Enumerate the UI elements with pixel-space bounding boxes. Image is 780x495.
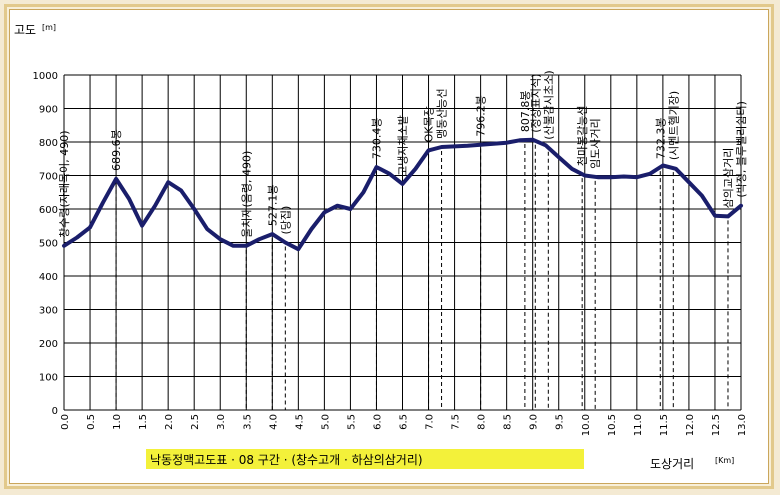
annotation-label: (시멘트헬기장) bbox=[667, 91, 680, 160]
y-axis-title: 고도 bbox=[14, 23, 36, 37]
x-tick-label: 11.5 bbox=[659, 414, 670, 436]
x-tick-label: 5.5 bbox=[346, 414, 357, 430]
chart-frame bbox=[4, 4, 774, 489]
annotation-label: 천마봉갈능선 bbox=[575, 105, 589, 166]
x-tick-label: 11.0 bbox=[633, 414, 644, 436]
annotation-label: 맹동산능선 bbox=[436, 88, 449, 139]
y-axis-unit: [m] bbox=[42, 23, 56, 32]
annotation: 796.2봉 bbox=[475, 95, 488, 410]
y-tick-label: 400 bbox=[39, 272, 58, 283]
x-tick-label: 7.5 bbox=[451, 414, 462, 430]
x-tick-label: 8.5 bbox=[503, 414, 514, 430]
annotation-label: 527.1봉 bbox=[266, 185, 279, 227]
x-tick-label: 0.5 bbox=[86, 414, 97, 430]
x-tick-labels: 0.0 0.5 1.0 1.5 2.0 2.5 3.0 3.5 4.0 4.5 5.0 5.5 6.0 6… bbox=[60, 414, 748, 436]
annotation: 732.3봉 bbox=[654, 118, 667, 410]
y-tick-labels: 0 100 200 300 400 500 600 700 800 900 1000 bbox=[33, 71, 58, 417]
annotation: 맹동산능선 bbox=[436, 88, 449, 410]
y-tick-label: 1000 bbox=[33, 71, 58, 82]
x-tick-label: 5.0 bbox=[320, 414, 331, 430]
y-tick-label: 900 bbox=[39, 105, 58, 116]
y-tick-label: 500 bbox=[39, 239, 58, 250]
x-tick-label: 1.5 bbox=[138, 414, 149, 430]
annotation-label: 삼의교삼거리 bbox=[722, 148, 735, 209]
annotation: (정상표지석) bbox=[529, 74, 542, 410]
annotation: 807.8봉 bbox=[519, 90, 532, 410]
annotation-label: (산불감시초소) bbox=[542, 70, 555, 139]
title-banner bbox=[146, 449, 584, 469]
x-tick-label: 3.0 bbox=[216, 414, 227, 430]
x-tick-label: 10.5 bbox=[607, 414, 618, 436]
annotation: 730.4봉 bbox=[370, 118, 383, 410]
x-tick-label: 8.0 bbox=[477, 414, 488, 430]
annotation-label: 732.3봉 bbox=[654, 118, 667, 160]
annotation: OK목장 bbox=[423, 106, 436, 410]
x-tick-label: 4.0 bbox=[268, 414, 279, 430]
x-tick-label: 12.5 bbox=[711, 414, 722, 436]
annotation: (박정, 블루벨리쉼터) bbox=[735, 101, 748, 410]
annotation-label: 임도사거리 bbox=[589, 118, 602, 169]
y-tick-label: 800 bbox=[39, 138, 58, 149]
x-tick-label: 6.5 bbox=[399, 414, 410, 430]
annotation-label: 807.8봉 bbox=[519, 90, 532, 132]
x-tick-label: 12.0 bbox=[685, 414, 696, 436]
annotation-label: 689.6봉 bbox=[110, 129, 123, 171]
grid bbox=[63, 74, 742, 411]
y-tick-label: 100 bbox=[39, 373, 58, 384]
annotation: 527.1봉 bbox=[266, 185, 279, 410]
x-tick-label: 9.0 bbox=[529, 414, 540, 430]
x-tick-label: 6.0 bbox=[372, 414, 383, 430]
annotation: (시멘트헬기장) bbox=[667, 91, 680, 410]
x-tick-label: 13.0 bbox=[737, 414, 748, 436]
chart-title: 낙동정맥고도표 · 08 구간 · (창수고개 · 하삼의삼거리) bbox=[150, 453, 423, 467]
y-tick-label: 300 bbox=[39, 306, 58, 317]
annotation-label: (박정, 블루벨리쉼터) bbox=[735, 101, 748, 198]
x-tick-label: 2.0 bbox=[164, 414, 175, 430]
annotation-label: (정상표지석) bbox=[529, 74, 542, 133]
series-line bbox=[62, 137, 743, 252]
x-tick-label: 1.0 bbox=[112, 414, 123, 430]
y-tick-label: 0 bbox=[52, 406, 58, 417]
annotation: (당집) bbox=[279, 206, 292, 410]
annotation-label: 796.2봉 bbox=[475, 95, 488, 137]
annotation-label: 창수령(자래목이, 490) bbox=[58, 130, 71, 237]
annotation: 천마봉갈능선 bbox=[575, 105, 589, 410]
y-tick-label: 700 bbox=[39, 172, 58, 183]
annotation: 울치재(음령, 490) bbox=[240, 151, 253, 410]
x-tick-label: 10.0 bbox=[581, 414, 592, 436]
annotation: 창수령(자래목이, 490) bbox=[58, 130, 71, 410]
annotation-label: 울치재(음령, 490) bbox=[240, 151, 253, 238]
x-tick-label: 4.5 bbox=[294, 414, 305, 430]
annotation-label: OK목장 bbox=[423, 106, 436, 142]
x-tick-label: 7.0 bbox=[425, 414, 436, 430]
annotation: 689.6봉 bbox=[110, 129, 123, 410]
y-tick-label: 200 bbox=[39, 339, 58, 350]
annotation: 삼의교삼거리 bbox=[722, 148, 735, 410]
y-tick-label: 600 bbox=[39, 205, 58, 216]
annotation-label: 730.4봉 bbox=[370, 118, 383, 160]
annotation: 고냉지채소밭 bbox=[397, 115, 410, 410]
x-tick-label: 9.5 bbox=[555, 414, 566, 430]
x-axis-title: 도상거리 bbox=[650, 457, 694, 471]
x-tick-label: 2.5 bbox=[190, 414, 201, 430]
annotation-label: 고냉지채소밭 bbox=[397, 115, 410, 176]
x-axis-unit: [Km] bbox=[715, 456, 734, 465]
annotation-label: (당집) bbox=[279, 206, 292, 235]
annotation: (산불감시초소) bbox=[542, 70, 555, 410]
x-tick-label: 0.0 bbox=[60, 414, 71, 430]
x-tick-label: 3.5 bbox=[242, 414, 253, 430]
annotation: 임도사거리 bbox=[589, 118, 602, 410]
